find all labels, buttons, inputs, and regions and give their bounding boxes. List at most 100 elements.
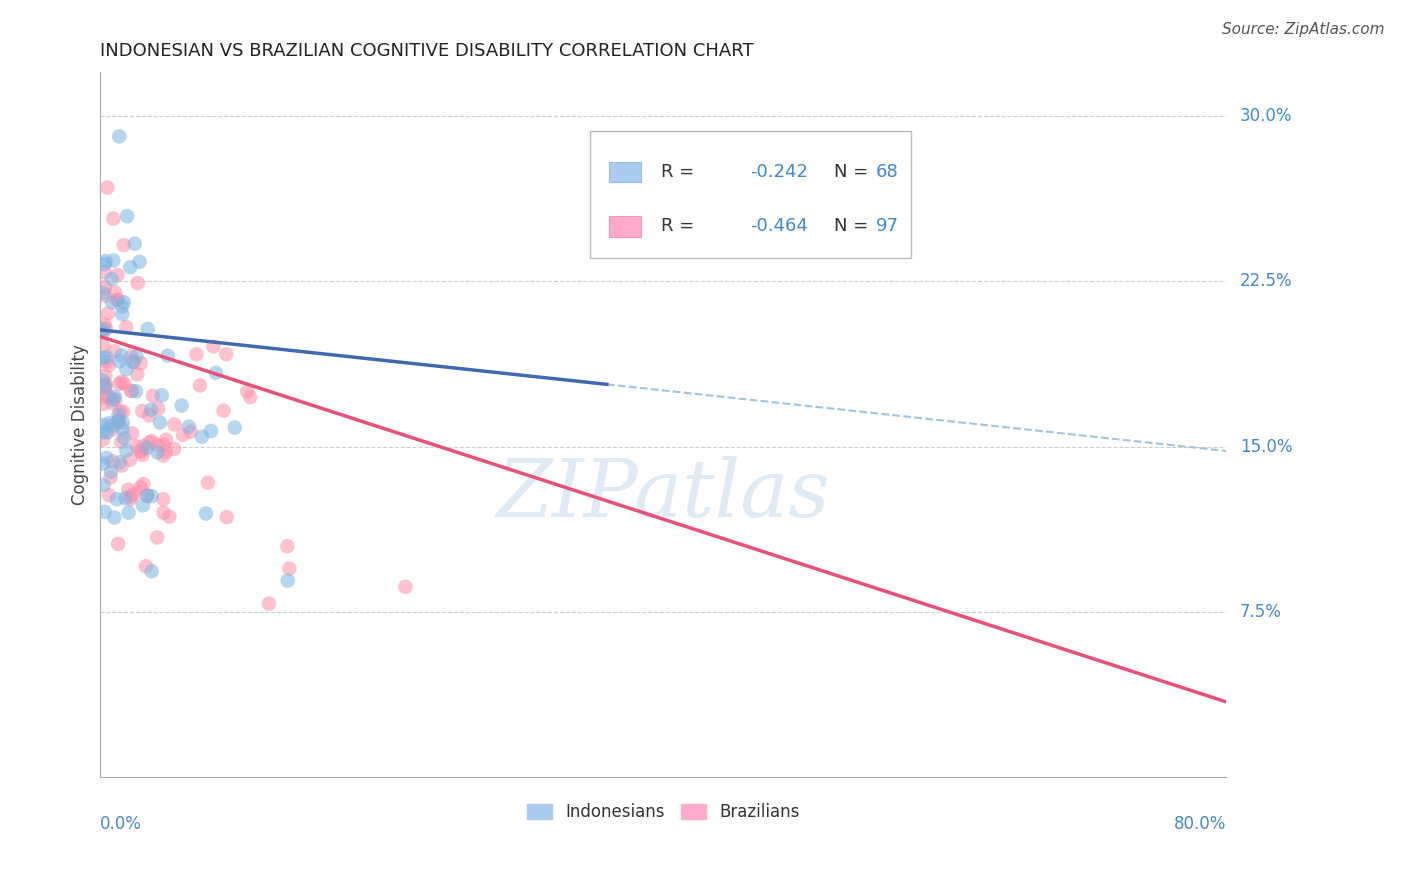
Brazilians bbox=[94, 377, 117, 392]
Indonesians bbox=[91, 417, 114, 432]
Brazilians bbox=[94, 280, 117, 294]
Indonesians bbox=[122, 355, 145, 369]
Brazilians bbox=[93, 289, 115, 303]
Brazilians bbox=[110, 404, 132, 418]
Brazilians bbox=[141, 434, 163, 449]
Brazilians bbox=[100, 470, 122, 484]
Text: Source: ZipAtlas.com: Source: ZipAtlas.com bbox=[1222, 22, 1385, 37]
Brazilians bbox=[96, 180, 118, 194]
Indonesians bbox=[146, 445, 169, 459]
Brazilians bbox=[120, 452, 142, 467]
Text: 30.0%: 30.0% bbox=[1240, 107, 1292, 126]
Indonesians bbox=[93, 257, 115, 271]
Brazilians bbox=[91, 390, 114, 404]
Brazilians bbox=[110, 434, 132, 449]
Brazilians bbox=[129, 444, 152, 458]
Brazilians bbox=[276, 539, 298, 553]
Brazilians bbox=[127, 368, 149, 382]
Text: 15.0%: 15.0% bbox=[1240, 438, 1292, 456]
Brazilians bbox=[131, 404, 153, 418]
Indonesians bbox=[191, 430, 214, 444]
Indonesians bbox=[107, 414, 129, 428]
Brazilians bbox=[394, 580, 416, 594]
Brazilians bbox=[101, 454, 124, 468]
Indonesians bbox=[125, 384, 148, 399]
Brazilians bbox=[108, 376, 131, 391]
Indonesians bbox=[100, 272, 122, 286]
Brazilians bbox=[148, 401, 170, 416]
Brazilians bbox=[121, 384, 143, 398]
Indonesians bbox=[117, 506, 139, 520]
Brazilians bbox=[98, 488, 121, 502]
Indonesians bbox=[110, 349, 132, 363]
Brazilians bbox=[91, 339, 114, 353]
Indonesians bbox=[111, 300, 134, 314]
Text: R =: R = bbox=[661, 162, 700, 181]
Brazilians bbox=[97, 306, 120, 320]
Indonesians bbox=[115, 362, 138, 376]
Indonesians bbox=[170, 399, 193, 413]
Brazilians bbox=[138, 435, 160, 450]
Brazilians bbox=[122, 487, 145, 501]
Indonesians bbox=[96, 425, 118, 440]
Brazilians bbox=[129, 356, 152, 370]
Indonesians bbox=[135, 441, 157, 455]
Brazilians bbox=[91, 397, 114, 411]
Brazilians bbox=[101, 396, 124, 410]
Brazilians bbox=[107, 537, 129, 551]
Brazilians bbox=[155, 433, 177, 447]
Brazilians bbox=[104, 285, 127, 300]
Indonesians bbox=[135, 489, 157, 503]
Brazilians bbox=[188, 378, 211, 392]
Indonesians bbox=[91, 285, 114, 300]
Brazilians bbox=[94, 265, 117, 279]
Text: 7.5%: 7.5% bbox=[1240, 603, 1282, 621]
Indonesians bbox=[93, 505, 115, 519]
Brazilians bbox=[115, 320, 138, 334]
Brazilians bbox=[180, 425, 202, 439]
Brazilians bbox=[152, 506, 174, 520]
Indonesians bbox=[177, 419, 200, 434]
Indonesians bbox=[104, 390, 127, 404]
Indonesians bbox=[194, 507, 217, 521]
Brazilians bbox=[93, 380, 115, 394]
Brazilians bbox=[96, 388, 118, 402]
Brazilians bbox=[94, 321, 117, 335]
Brazilians bbox=[155, 445, 177, 459]
Brazilians bbox=[152, 449, 174, 463]
Brazilians bbox=[94, 368, 117, 383]
Brazilians bbox=[120, 349, 142, 363]
Text: ZIPatlas: ZIPatlas bbox=[496, 456, 830, 533]
Indonesians bbox=[156, 349, 179, 363]
Brazilians bbox=[215, 347, 238, 361]
Brazilians bbox=[239, 390, 262, 404]
Brazilians bbox=[97, 389, 120, 403]
Indonesians bbox=[120, 260, 142, 275]
Indonesians bbox=[115, 443, 138, 458]
Indonesians bbox=[100, 465, 122, 479]
Indonesians bbox=[136, 322, 159, 336]
Legend: Indonesians, Brazilians: Indonesians, Brazilians bbox=[520, 797, 807, 828]
Brazilians bbox=[129, 480, 152, 494]
Indonesians bbox=[91, 374, 114, 388]
Text: N =: N = bbox=[834, 162, 873, 181]
Indonesians bbox=[108, 455, 131, 469]
Text: -0.242: -0.242 bbox=[751, 162, 808, 181]
Indonesians bbox=[111, 307, 134, 321]
Indonesians bbox=[150, 388, 173, 402]
Indonesians bbox=[200, 424, 222, 438]
Brazilians bbox=[112, 405, 135, 419]
Indonesians bbox=[141, 489, 163, 503]
Indonesians bbox=[149, 416, 172, 430]
Brazilians bbox=[135, 559, 157, 574]
Brazilians bbox=[132, 477, 155, 491]
Brazilians bbox=[146, 531, 169, 545]
Brazilians bbox=[97, 359, 120, 373]
Text: INDONESIAN VS BRAZILIAN COGNITIVE DISABILITY CORRELATION CHART: INDONESIAN VS BRAZILIAN COGNITIVE DISABI… bbox=[100, 42, 754, 60]
Indonesians bbox=[224, 420, 246, 434]
Brazilians bbox=[136, 488, 159, 502]
Brazilians bbox=[215, 510, 238, 524]
Indonesians bbox=[101, 295, 124, 310]
Indonesians bbox=[112, 431, 135, 445]
Text: -0.464: -0.464 bbox=[751, 218, 808, 235]
